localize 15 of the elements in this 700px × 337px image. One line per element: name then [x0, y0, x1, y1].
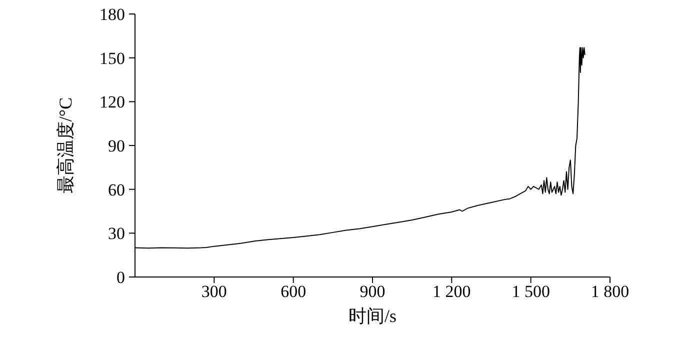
- x-axis-title: 时间/s: [348, 306, 397, 326]
- y-tick-label: 60: [108, 180, 125, 200]
- y-axis-title: 最高温度/°C: [55, 97, 76, 194]
- y-tick-label: 180: [100, 5, 125, 24]
- x-tick-label: 1 200: [432, 282, 471, 302]
- y-tick-label: 0: [116, 268, 125, 287]
- x-tick-label: 1 800: [590, 282, 630, 302]
- y-tick-label: 30: [108, 224, 125, 244]
- y-tick-label: 120: [100, 92, 125, 112]
- x-tick-label: 600: [280, 282, 306, 302]
- x-tick-label: 900: [360, 282, 386, 302]
- x-tick-label: 300: [201, 282, 227, 302]
- x-tick-label: 1 500: [512, 282, 550, 302]
- y-tick-label: 150: [100, 48, 125, 68]
- y-tick-label: 90: [108, 136, 125, 156]
